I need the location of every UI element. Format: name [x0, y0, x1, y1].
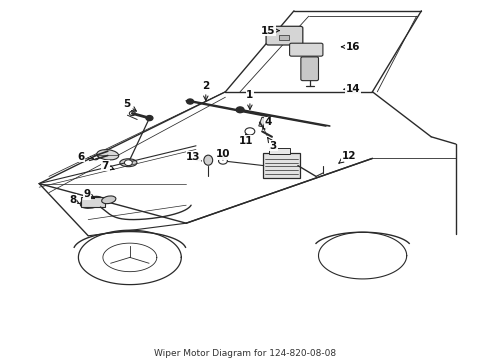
- Text: 3: 3: [268, 138, 277, 151]
- Text: 12: 12: [339, 150, 356, 163]
- Text: 16: 16: [342, 42, 360, 52]
- Ellipse shape: [204, 155, 213, 165]
- Ellipse shape: [120, 159, 137, 167]
- Circle shape: [219, 158, 227, 164]
- Text: 8: 8: [69, 195, 79, 205]
- Text: 2: 2: [202, 81, 209, 100]
- Text: 4: 4: [262, 117, 272, 129]
- Ellipse shape: [101, 196, 116, 204]
- FancyBboxPatch shape: [301, 57, 318, 81]
- Text: 9: 9: [84, 189, 95, 199]
- Circle shape: [187, 99, 194, 104]
- Bar: [81, 197, 105, 207]
- Text: Wiper Motor Diagram for 124-820-08-08: Wiper Motor Diagram for 124-820-08-08: [154, 349, 336, 358]
- Circle shape: [245, 128, 255, 135]
- Text: 11: 11: [239, 134, 253, 146]
- FancyBboxPatch shape: [266, 26, 303, 45]
- Text: 14: 14: [344, 84, 360, 94]
- FancyBboxPatch shape: [290, 43, 323, 56]
- Text: 13: 13: [186, 152, 201, 162]
- Text: 10: 10: [216, 149, 230, 160]
- Circle shape: [93, 156, 98, 160]
- FancyBboxPatch shape: [263, 153, 300, 178]
- Bar: [279, 35, 289, 40]
- Circle shape: [146, 116, 153, 121]
- Ellipse shape: [97, 150, 119, 160]
- Circle shape: [129, 111, 135, 116]
- Bar: [259, 117, 270, 128]
- FancyBboxPatch shape: [269, 148, 290, 154]
- Text: 6: 6: [77, 152, 94, 162]
- Circle shape: [236, 107, 244, 113]
- Circle shape: [124, 160, 132, 166]
- Text: 1: 1: [246, 90, 253, 109]
- Ellipse shape: [80, 197, 104, 208]
- Text: 5: 5: [123, 99, 136, 111]
- Text: 7: 7: [101, 161, 114, 171]
- Text: 15: 15: [261, 26, 279, 36]
